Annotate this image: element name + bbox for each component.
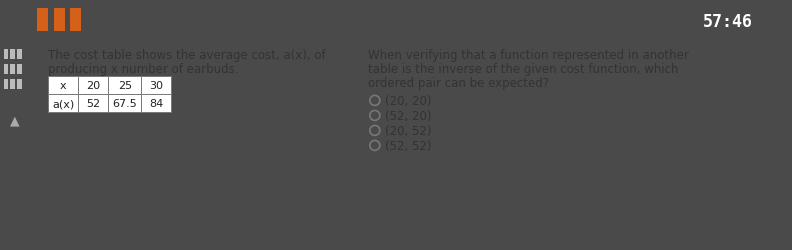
Bar	[10, 80, 15, 90]
Bar	[70, 9, 81, 32]
Bar	[142, 77, 171, 95]
Text: When verifying that a function represented in another: When verifying that a function represent…	[367, 49, 689, 62]
Bar	[17, 50, 21, 60]
Text: x: x	[60, 81, 67, 91]
Text: table is the inverse of the given cost function, which: table is the inverse of the given cost f…	[367, 63, 678, 76]
Text: 20: 20	[86, 81, 101, 91]
Bar	[48, 77, 78, 95]
Text: (20, 20): (20, 20)	[385, 94, 432, 108]
Bar	[4, 80, 9, 90]
Bar	[4, 50, 9, 60]
Text: (20, 52): (20, 52)	[385, 124, 432, 137]
Bar	[142, 95, 171, 113]
Bar	[78, 95, 109, 113]
Bar	[10, 50, 15, 60]
Text: a(x): a(x)	[52, 99, 74, 109]
Text: The cost table shows the average cost, a(x), of: The cost table shows the average cost, a…	[48, 49, 326, 62]
Bar	[4, 65, 9, 75]
Text: 84: 84	[150, 99, 164, 109]
Bar	[17, 80, 21, 90]
Text: ▲: ▲	[10, 114, 20, 126]
Bar	[54, 9, 65, 32]
Bar	[17, 65, 21, 75]
Bar	[109, 95, 142, 113]
Text: ordered pair can be expected?: ordered pair can be expected?	[367, 77, 549, 90]
Text: 57:46: 57:46	[703, 12, 753, 30]
Text: 67.5: 67.5	[112, 99, 137, 109]
Bar	[109, 77, 142, 95]
Text: producing x number of earbuds.: producing x number of earbuds.	[48, 63, 239, 76]
Bar	[78, 77, 109, 95]
Bar	[10, 65, 15, 75]
Text: (52, 52): (52, 52)	[385, 139, 432, 152]
Text: (52, 20): (52, 20)	[385, 110, 432, 122]
Bar	[37, 9, 48, 32]
Text: 52: 52	[86, 99, 101, 109]
Bar	[48, 95, 78, 113]
Text: 25: 25	[118, 81, 132, 91]
Text: 30: 30	[150, 81, 163, 91]
